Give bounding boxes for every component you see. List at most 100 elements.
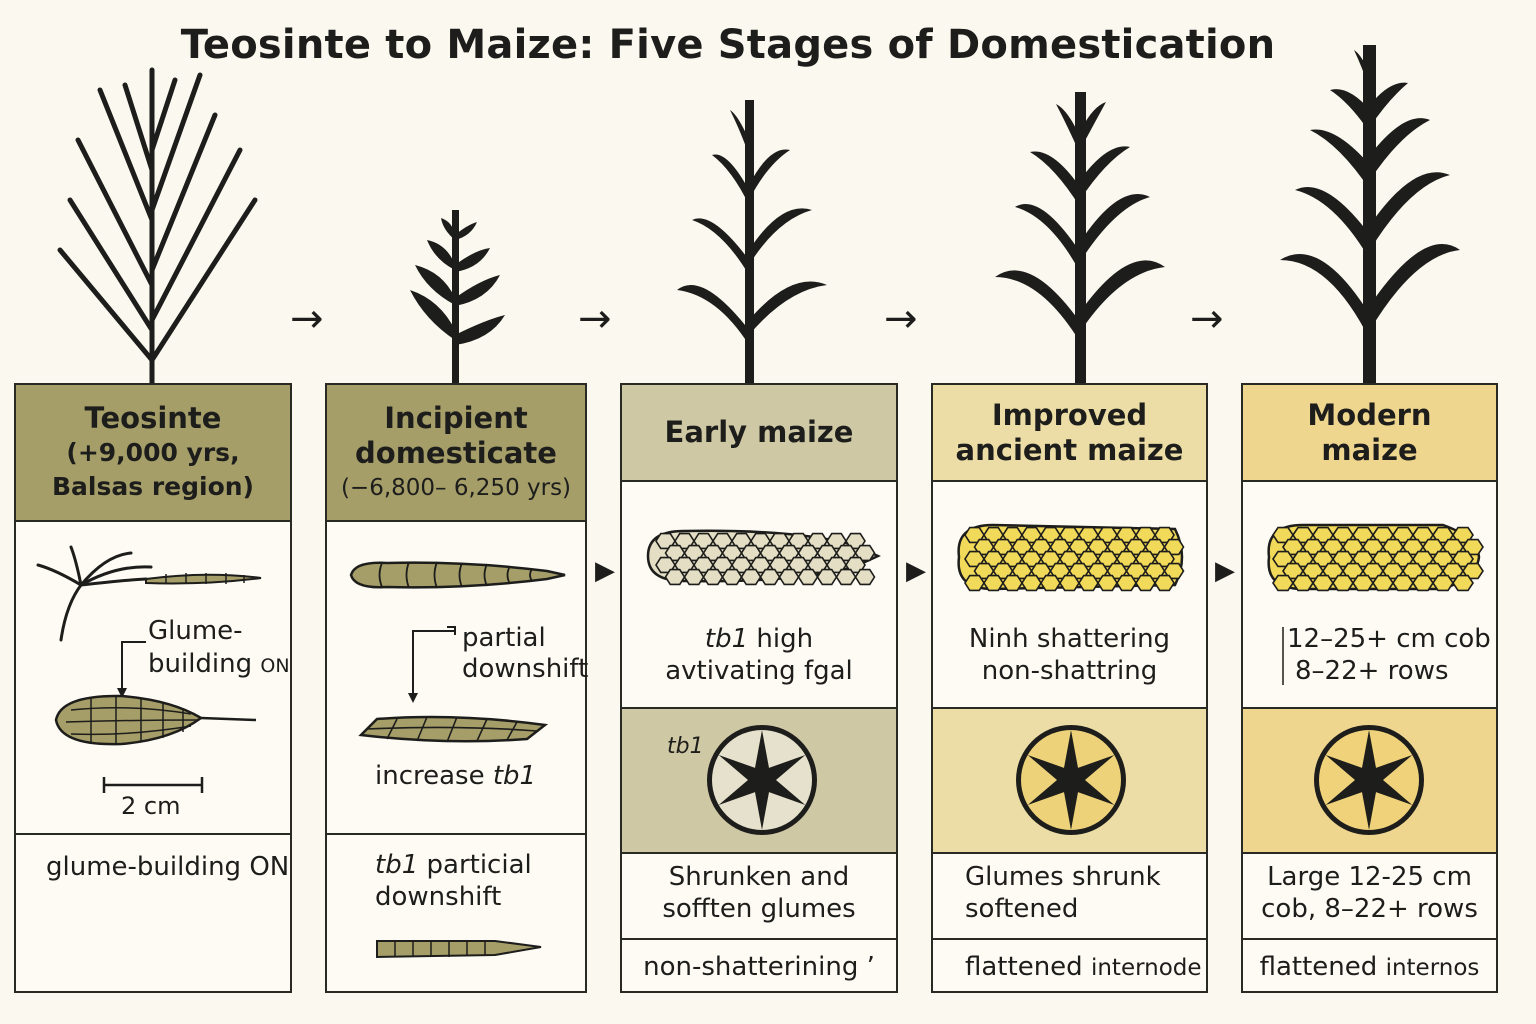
- stage-arrow-3: →: [884, 296, 918, 342]
- annotation-text-2: building ON: [148, 649, 290, 679]
- kernel-shape: [1412, 574, 1434, 592]
- footer-text-1: tb1 particial: [375, 850, 532, 880]
- kernel-shape: [983, 574, 1004, 592]
- incipient-segment-icon: [376, 940, 542, 959]
- annotation-text-1: partial: [462, 623, 546, 653]
- bracket-line-icon: [1282, 627, 1284, 685]
- stage-name-line-1: Modern: [1307, 397, 1432, 432]
- kernel-shape: [1021, 574, 1042, 592]
- stage-panel-teosinte: Teosinte (+9,000 yrs, Balsas region) Glu…: [14, 383, 292, 993]
- desc-text-1: Shrunken and: [668, 862, 850, 892]
- cross-section-kernel: [1374, 738, 1398, 763]
- cross-section-kernel: [1093, 768, 1117, 792]
- early-maize-cross-section-icon: [707, 725, 817, 835]
- stage-header: Early maize: [622, 385, 896, 482]
- footer-text-2: downshift: [375, 882, 502, 912]
- stage-arrow-2: →: [578, 296, 612, 342]
- stage-header: Improved ancient maize: [933, 385, 1206, 482]
- rows-text: 8–22+ rows: [1295, 656, 1449, 686]
- stage-name: Early maize: [664, 415, 854, 449]
- teosinte-plant-icon: [57, 67, 258, 388]
- cross-section-kernel: [733, 797, 757, 822]
- cross-section-label: tb1: [667, 734, 704, 759]
- teosinte-fruitcase-icon: [54, 694, 257, 746]
- annotation-pointer-icon: [408, 626, 456, 703]
- stage-panel-early-maize: Early maize tb1 high avtivating fgal tb1…: [620, 383, 898, 993]
- kernel-shape: [1292, 574, 1314, 592]
- stage-age: (−6,800– 6,250 yrs): [340, 474, 572, 501]
- desc-text-1: Glumes shrunk: [965, 862, 1161, 892]
- kernel-shape: [854, 568, 876, 586]
- stage-footer-text: glume-building ON: [46, 852, 290, 882]
- kernel-shape: [1332, 574, 1354, 592]
- annotation-text-1: Glume-: [148, 616, 243, 646]
- stage-header: Incipient domesticate (−6,800– 6,250 yrs…: [327, 385, 585, 522]
- cross-section-kernel: [1025, 768, 1049, 792]
- kernel-shape: [816, 568, 838, 586]
- stage-name: Teosinte: [84, 401, 222, 435]
- stage-panel-improved-ancient-maize: Improved ancient maize Ninh shattering n…: [931, 383, 1208, 993]
- cross-section-kernel: [1076, 797, 1100, 822]
- desc-text-2: cob, 8–22+ rows: [1261, 894, 1478, 924]
- gene-text-1: tb1 high: [704, 624, 814, 654]
- kernel-shape: [778, 568, 800, 586]
- trait-text-2: non-shattring: [981, 656, 1158, 686]
- panel-arrow-3: ▶: [1215, 556, 1235, 586]
- cross-section-kernel: [733, 738, 757, 763]
- incipient-plant-icon: [410, 210, 505, 385]
- kernel-shape: [1312, 574, 1334, 592]
- panel-arrow-2: ▶: [906, 556, 926, 586]
- scale-bar-icon: [102, 777, 204, 793]
- kernel-shape: [1040, 574, 1061, 592]
- kernel-shape: [1135, 574, 1156, 592]
- kernel-shape: [835, 568, 857, 586]
- stage-header: Teosinte (+9,000 yrs, Balsas region): [16, 385, 290, 522]
- kernel-shape: [1352, 574, 1374, 592]
- cross-section-kernel: [767, 797, 791, 822]
- cross-section-core: [1357, 768, 1381, 792]
- incipient-rachis-icon: [358, 715, 549, 743]
- teosinte-ear-icon: [36, 545, 262, 642]
- kernel-shape: [1059, 574, 1080, 592]
- desc-text-1: Large 12-25 cm: [1267, 862, 1472, 892]
- size-text: 12–25+ cm cob: [1287, 624, 1491, 654]
- modern-maize-cross-section-icon: [1314, 725, 1424, 835]
- stage-name-line-2: ancient maize: [955, 432, 1184, 467]
- cross-section-kernel: [1042, 797, 1066, 822]
- stage-panel-modern-maize: Modern maize 12–25+ cm cob 8–22+ rows La…: [1241, 383, 1498, 993]
- cross-section-kernel: [1076, 738, 1100, 763]
- early-maize-plant-icon: [677, 100, 827, 385]
- cross-section-kernel: [1340, 738, 1364, 763]
- annotation-text-2: downshift: [462, 654, 589, 684]
- improved-maize-cross-section-icon: [1016, 725, 1126, 835]
- cross-section-kernel: [1042, 738, 1066, 763]
- stage-footer-text: flattened internode: [965, 952, 1202, 982]
- kernel-shape: [1432, 574, 1454, 592]
- kernel-shape: [1272, 574, 1294, 592]
- stage-footer-text: non-shatterining ’: [643, 952, 875, 982]
- cross-section-kernel: [1391, 768, 1415, 792]
- kernel-shape: [797, 568, 819, 586]
- kernel-shape: [1372, 574, 1394, 592]
- cross-section-kernel: [1323, 768, 1347, 792]
- incipient-ear-icon: [349, 561, 566, 589]
- stage-header: Modern maize: [1243, 385, 1496, 482]
- kernel-shape: [1002, 574, 1023, 592]
- kernel-shape: [1392, 574, 1414, 592]
- improved-maize-cob-icon: [957, 523, 1185, 592]
- trait-text-1: Ninh shattering: [968, 624, 1171, 654]
- kernel-shape: [740, 568, 762, 586]
- kernel-shape: [1097, 574, 1118, 592]
- stage-name-line-2: maize: [1321, 432, 1418, 467]
- early-maize-cob-icon: [646, 529, 882, 586]
- kernel-shape: [664, 568, 686, 586]
- panel-arrow-1: ▶: [595, 556, 615, 586]
- kernel-shape: [702, 568, 724, 586]
- cross-section-core: [750, 768, 774, 792]
- stage-footer-text: flattened internos: [1259, 952, 1480, 982]
- kernel-shape: [964, 574, 985, 592]
- modern-maize-plant-icon: [1280, 45, 1460, 385]
- stage-age: (+9,000 yrs,: [66, 438, 240, 467]
- stage-arrow-1: →: [290, 296, 324, 342]
- kernel-shape: [721, 568, 743, 586]
